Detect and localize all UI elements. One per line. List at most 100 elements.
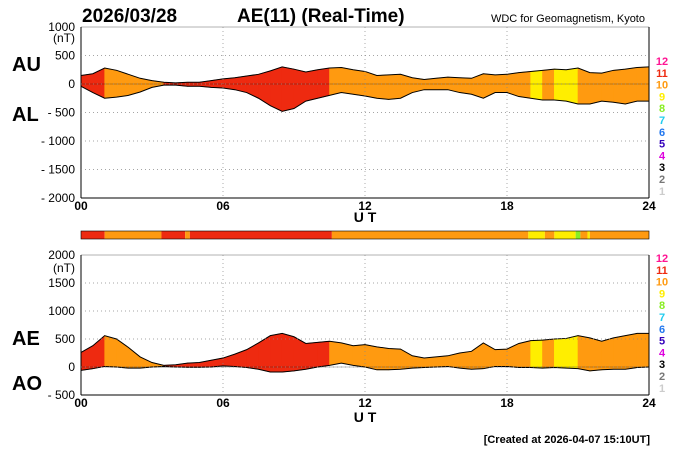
date-heading: 2026/03/28 (82, 6, 177, 27)
p2-x-tick-label: 24 (642, 396, 656, 410)
p2-legend-level-4: 4 (659, 347, 666, 359)
p2-fill-segment (435, 355, 449, 368)
created-timestamp: [Created at 2026-04-07 15:10UT] (484, 434, 651, 446)
p1-fill-segment (577, 67, 591, 105)
p1-y-tick-label: 0 (68, 77, 75, 91)
activity-segment-level-10 (185, 231, 190, 239)
p1-x-tick-label: 18 (500, 199, 514, 213)
p1-fill-segment (554, 68, 567, 102)
p1-fill-segment (104, 67, 117, 99)
p1-legend-level-11: 11 (656, 68, 668, 80)
p2-fill-segment (388, 348, 401, 371)
p1-fill-segment (494, 73, 508, 93)
p1-fill-segment (483, 73, 496, 99)
p2-fill-segment (341, 342, 354, 366)
p2-legend-level-11: 11 (656, 265, 668, 277)
p1-y-tick-label: - 1000 (41, 134, 75, 148)
p2-legend-level-5: 5 (659, 336, 665, 348)
activity-segment-level-9 (528, 231, 545, 239)
p1-fill-segment (435, 76, 449, 90)
ao-series-label: AO (12, 373, 42, 395)
activity-segment-level-10 (580, 231, 588, 239)
p2-ae-line (80, 332, 649, 366)
p1-fill-segment (625, 67, 638, 105)
activity-bar-frame (80, 230, 650, 240)
p1-x-tick-label: 24 (642, 199, 656, 213)
au-al-plot-area (80, 66, 650, 112)
activity-level-bar (80, 230, 650, 240)
p1-legend-level-8: 8 (659, 103, 665, 115)
p1-x-tick-label: 12 (358, 199, 372, 213)
p1-y-tick-label: - 500 (48, 106, 76, 120)
p1-x-tick-label: 06 (216, 199, 230, 213)
p1-legend-level-4: 4 (659, 150, 666, 162)
p2-fill-segment (128, 346, 141, 369)
p1-fill-segment (116, 69, 129, 98)
p2-fill-segment (636, 333, 650, 368)
p1-fill-segment (589, 72, 602, 105)
al-series-label: AL (12, 104, 39, 126)
p2-fill-segment (601, 337, 614, 371)
p2-fill-segment (565, 335, 579, 369)
p1-legend-level-12: 12 (656, 56, 668, 68)
p2-fill-segment (329, 340, 342, 366)
p2-fill-segment (104, 335, 117, 368)
p1-fill-segment (305, 69, 318, 102)
p1-fill-segment (388, 73, 401, 100)
p1-legend-level-10: 10 (656, 80, 668, 92)
p2-fill-segment (577, 335, 591, 372)
p2-y-tick-label: 1500 (48, 276, 75, 290)
p1-fill-segment (400, 73, 413, 99)
p1-legend-level-1: 1 (659, 186, 665, 198)
p1-fill-segment (246, 73, 259, 99)
p2-y-tick-label: - 500 (48, 388, 76, 402)
activity-segment-level-10 (544, 231, 555, 239)
p2-x-tick-label: 18 (500, 396, 514, 410)
p2-fill-segment (625, 333, 638, 370)
p1-fill-segment (542, 68, 555, 101)
p1-fill-segment (613, 68, 626, 105)
p1-legend-level-5: 5 (659, 139, 665, 151)
data-source-label: WDC for Geomagnetism, Kyoto (491, 13, 645, 25)
p1-y-tick-label: - 1500 (41, 163, 75, 177)
p1-fill-segment (518, 71, 531, 99)
p2-fill-segment (554, 338, 567, 369)
p2-legend-level-1: 1 (659, 383, 665, 395)
p1-legend-level-9: 9 (659, 91, 665, 103)
p1-fill-segment (459, 77, 472, 95)
p2-fill-segment (542, 338, 555, 369)
p1-fill-segment (352, 69, 366, 97)
p2-fill-segment (506, 343, 520, 368)
p2-fill-segment (293, 336, 307, 372)
activity-segment-level-10 (104, 231, 162, 239)
p1-fill-segment (270, 66, 283, 112)
p1-fill-segment (329, 67, 342, 96)
au-al-x-axis-title: U T (354, 209, 377, 225)
p2-fill-segment (494, 348, 508, 367)
p1-fill-segment (258, 70, 271, 107)
p2-y-tick-label: 500 (55, 332, 75, 346)
p2-fill-segment (518, 340, 531, 368)
activity-segment-level-11 (81, 231, 105, 239)
p2-fill-segment (258, 335, 271, 373)
p2-legend-level-3: 3 (659, 359, 665, 371)
ae-ao-unit-label: (nT) (53, 261, 75, 275)
p2-legend-level-2: 2 (659, 371, 665, 383)
activity-segment-level-9 (587, 231, 590, 239)
p2-fill-segment (459, 350, 472, 370)
p2-x-tick-label: 00 (74, 396, 88, 410)
p1-fill-segment (317, 67, 330, 99)
ae-series-label: AE (12, 328, 40, 350)
p1-fill-segment (565, 67, 579, 105)
p2-fill-segment (613, 335, 626, 370)
p1-legend-level-6: 6 (659, 127, 665, 139)
p2-legend-level-6: 6 (659, 324, 665, 336)
p1-y-tick-label: - 2000 (41, 191, 75, 205)
ae-ao-x-axis-title: U T (354, 409, 377, 425)
ae-ao-plot-area (80, 332, 650, 373)
p2-fill-segment (589, 337, 602, 372)
p1-x-tick-label: 00 (74, 199, 88, 213)
p2-fill-segment (423, 356, 437, 368)
p2-y-tick-label: 2000 (48, 248, 75, 262)
